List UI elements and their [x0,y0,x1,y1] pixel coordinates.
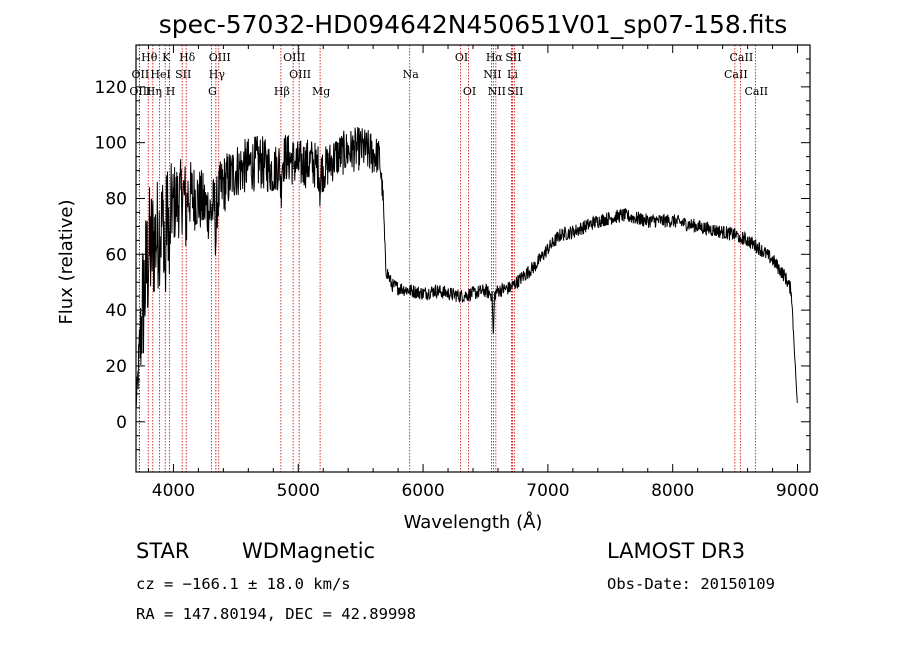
y-axis-ticks: 0 20 40 60 80 100 120 [95,58,810,451]
x-tick-label: 4000 [152,481,195,501]
line-marker-label: CaII [724,68,748,81]
line-marker-label: CaII [730,51,754,64]
coordinates: RA = 147.80194, DEC = 42.89998 [136,605,416,623]
line-marker-label: OI [455,51,468,64]
line-marker-label: Hθ [141,51,158,64]
object-subclass: WDMagnetic [242,539,375,563]
x-axis-label: Wavelength (Å) [404,511,543,533]
y-tick-label: 100 [95,134,127,154]
line-marker-label: SII [507,85,523,98]
line-marker-label: Hα [486,51,504,64]
x-tick-label: 9000 [776,481,819,501]
x-tick-label: 8000 [651,481,694,501]
line-marker-label: CaII [744,85,768,98]
survey-name: LAMOST DR3 [607,539,745,563]
line-marker-label: OIII [283,51,305,64]
line-marker-label: Na [403,68,420,81]
line-marker-label: Hη [146,85,162,98]
plot-frame [135,44,811,473]
line-marker-label: NII [483,68,501,81]
line-marker-label: G [208,85,217,98]
redshift-cz: cz = −166.1 ± 18.0 km/s [136,575,351,593]
y-tick-label: 20 [105,357,127,377]
x-tick-label: 6000 [401,481,444,501]
line-marker-label: OIII [289,68,311,81]
object-class: STAR [136,539,189,563]
line-marker-label: Mg [312,85,330,98]
line-marker-label: OIII [129,85,151,98]
line-marker-label: Hβ [274,85,290,98]
line-marker-label: SII [175,68,191,81]
y-tick-label: 0 [116,413,127,433]
spectrum-line [135,126,798,408]
y-tick-label: 120 [95,78,127,98]
line-marker-label: H [166,85,176,98]
line-marker-label: SII [505,51,521,64]
x-tick-label: 5000 [277,481,320,501]
obs-date: Obs-Date: 20150109 [607,575,775,593]
line-marker-label: OII [132,68,150,81]
line-marker-label: Li [507,68,518,81]
line-markers [138,45,756,472]
y-tick-label: 40 [105,301,127,321]
y-axis-label: Flux (relative) [56,199,77,324]
x-tick-label: 7000 [526,481,569,501]
line-marker-label: OI [463,85,476,98]
x-axis-ticks: 4000 5000 6000 7000 8000 9000 [147,45,819,501]
line-marker-label: Hγ [209,68,226,81]
chart-title: spec-57032-HD094642N450651V01_sp07-158.f… [159,10,788,39]
line-marker-label: OIII [209,51,231,64]
line-marker-label: NII [488,85,506,98]
line-marker-label: Hδ [179,51,196,64]
y-tick-label: 60 [105,245,127,265]
line-marker-label: K [162,51,171,64]
line-marker-label: HeI [150,68,170,81]
y-tick-label: 80 [105,189,127,209]
